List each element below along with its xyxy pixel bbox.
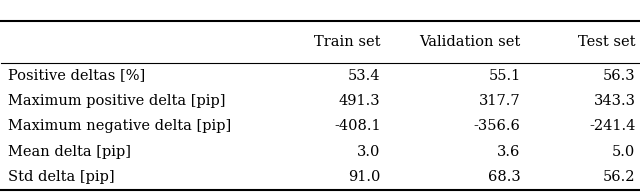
Text: Maximum positive delta [pip]: Maximum positive delta [pip] bbox=[8, 94, 225, 108]
Text: Mean delta [pip]: Mean delta [pip] bbox=[8, 145, 131, 159]
Text: Validation set: Validation set bbox=[419, 35, 521, 49]
Text: 317.7: 317.7 bbox=[479, 94, 521, 108]
Text: 3.6: 3.6 bbox=[497, 145, 521, 159]
Text: Train set: Train set bbox=[314, 35, 381, 49]
Text: Std delta [pip]: Std delta [pip] bbox=[8, 170, 115, 184]
Text: 91.0: 91.0 bbox=[348, 170, 381, 184]
Text: 53.4: 53.4 bbox=[348, 69, 381, 83]
Text: -241.4: -241.4 bbox=[589, 119, 636, 133]
Text: 5.0: 5.0 bbox=[612, 145, 636, 159]
Text: 56.3: 56.3 bbox=[603, 69, 636, 83]
Text: -408.1: -408.1 bbox=[334, 119, 381, 133]
Text: -356.6: -356.6 bbox=[474, 119, 521, 133]
Text: Maximum negative delta [pip]: Maximum negative delta [pip] bbox=[8, 119, 231, 133]
Text: Positive deltas [%]: Positive deltas [%] bbox=[8, 69, 145, 83]
Text: 68.3: 68.3 bbox=[488, 170, 521, 184]
Text: 55.1: 55.1 bbox=[488, 69, 521, 83]
Text: 343.3: 343.3 bbox=[593, 94, 636, 108]
Text: 56.2: 56.2 bbox=[603, 170, 636, 184]
Text: Test set: Test set bbox=[578, 35, 636, 49]
Text: 491.3: 491.3 bbox=[339, 94, 381, 108]
Text: 3.0: 3.0 bbox=[357, 145, 381, 159]
